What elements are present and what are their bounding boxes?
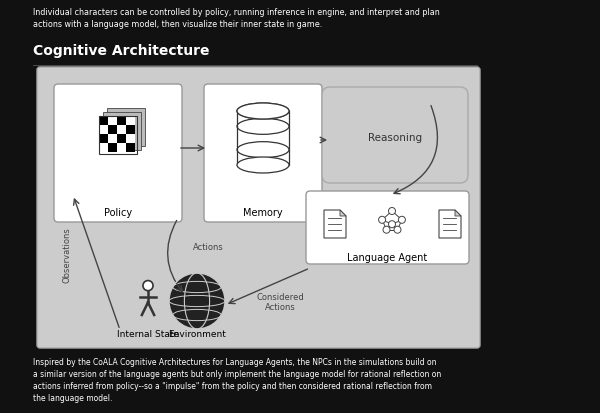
Circle shape — [394, 226, 401, 233]
Bar — [99, 143, 108, 152]
Polygon shape — [324, 210, 346, 238]
FancyBboxPatch shape — [204, 84, 322, 222]
Circle shape — [383, 226, 390, 233]
Bar — [117, 116, 126, 125]
Ellipse shape — [237, 103, 289, 119]
Circle shape — [398, 216, 406, 223]
Bar — [99, 134, 108, 143]
Bar — [108, 134, 117, 143]
Circle shape — [143, 280, 153, 291]
Ellipse shape — [237, 157, 289, 173]
Text: Actions: Actions — [193, 244, 224, 252]
Text: Language Agent: Language Agent — [347, 253, 427, 263]
Circle shape — [379, 216, 386, 223]
FancyBboxPatch shape — [322, 87, 468, 183]
Bar — [237, 111, 289, 165]
Text: Environment: Environment — [168, 330, 226, 339]
Bar — [99, 116, 137, 154]
Text: Internal State: Internal State — [117, 330, 179, 339]
Bar — [107, 108, 145, 146]
Bar — [126, 143, 135, 152]
Bar — [103, 112, 141, 150]
Text: Policy: Policy — [104, 208, 132, 218]
Circle shape — [389, 221, 395, 228]
Text: Cognitive Architecture: Cognitive Architecture — [33, 44, 209, 58]
Bar — [108, 125, 117, 134]
Bar — [99, 116, 108, 125]
Bar — [117, 143, 126, 152]
Ellipse shape — [237, 103, 289, 119]
Text: Memory: Memory — [243, 208, 283, 218]
Text: Considered
Actions: Considered Actions — [256, 293, 304, 312]
Bar — [126, 116, 135, 125]
Bar — [108, 143, 117, 152]
FancyBboxPatch shape — [37, 67, 480, 348]
Bar — [117, 134, 126, 143]
Bar — [126, 134, 135, 143]
Polygon shape — [455, 210, 461, 216]
Bar — [126, 125, 135, 134]
Polygon shape — [340, 210, 346, 216]
Circle shape — [389, 207, 395, 214]
Bar — [108, 116, 117, 125]
Bar — [99, 125, 108, 134]
Text: Individual characters can be controlled by policy, running inference in engine, : Individual characters can be controlled … — [33, 8, 440, 29]
Polygon shape — [439, 210, 461, 238]
Text: Observations: Observations — [63, 227, 72, 283]
Text: Inspired by the CoALA Cognitive Architectures for Language Agents, the NPCs in t: Inspired by the CoALA Cognitive Architec… — [33, 358, 441, 404]
Bar — [117, 125, 126, 134]
FancyBboxPatch shape — [306, 191, 469, 264]
Circle shape — [169, 273, 225, 329]
FancyBboxPatch shape — [54, 84, 182, 222]
Text: Reasoning: Reasoning — [368, 133, 422, 143]
